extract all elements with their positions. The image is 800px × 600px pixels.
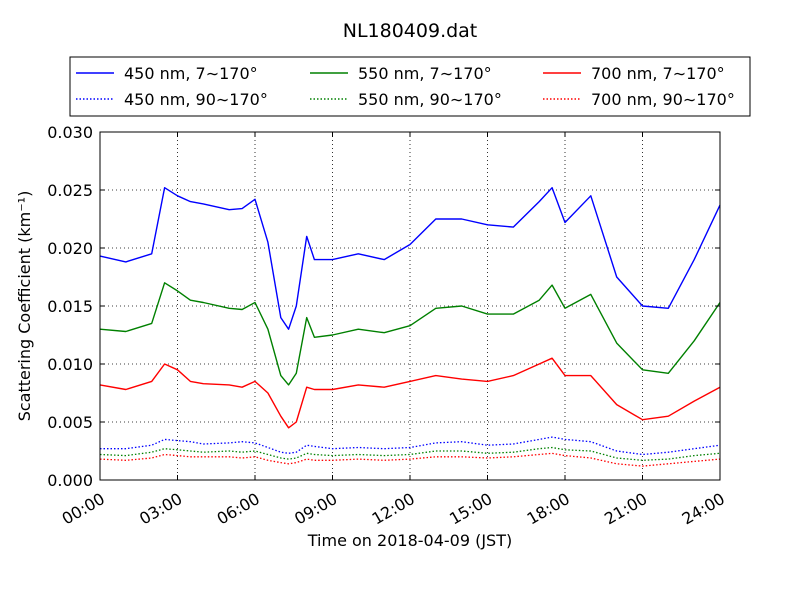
y-axis-label: Scattering Coefficient (km⁻¹) <box>15 191 34 422</box>
x-tick-label: 03:00 <box>136 489 185 529</box>
x-tick-label: 12:00 <box>369 489 418 529</box>
x-tick-label: 09:00 <box>291 489 340 529</box>
series-line-0 <box>99 187 721 330</box>
legend-box <box>69 56 751 117</box>
series-line-5 <box>99 452 721 467</box>
legend-label-0: 450 nm, 7∼170° <box>124 64 258 83</box>
x-tick-label: 06:00 <box>214 489 263 529</box>
x-axis-label: Time on 2018-04-09 (JST) <box>307 531 512 550</box>
series-line-3 <box>99 446 721 461</box>
y-tick-label: 0.000 <box>47 471 93 490</box>
series-line-1 <box>100 436 721 456</box>
y-tick-label: 0.010 <box>47 355 93 374</box>
x-tick-label: 18:00 <box>524 489 573 529</box>
series-line-2 <box>99 282 721 386</box>
axis-ticks: 00:00 03:00 06:00 09:00 12:00 15:00 18:00 21:00… <box>47 123 728 529</box>
legend-label-3: 550 nm, 90∼170° <box>358 90 502 109</box>
legend: 450 nm, 7∼170° 550 nm, 7∼170° 700 nm, 7∼17… <box>69 56 751 117</box>
legend-label-4: 700 nm, 7∼170° <box>591 64 725 83</box>
x-tick-label: 15:00 <box>446 489 495 529</box>
y-tick-label: 0.020 <box>47 239 93 258</box>
y-tick-label: 0.005 <box>47 413 93 432</box>
grid <box>100 132 720 480</box>
series-line-4 <box>99 357 721 429</box>
legend-label-5: 700 nm, 90∼170° <box>591 90 735 109</box>
legend-label-2: 550 nm, 7∼170° <box>358 64 492 83</box>
x-tick-label: 21:00 <box>601 489 650 529</box>
y-tick-label: 0.030 <box>47 123 93 142</box>
y-tick-label: 0.025 <box>47 181 93 200</box>
x-tick-label: 00:00 <box>59 489 108 529</box>
x-tick-label: 24:00 <box>679 489 728 529</box>
chart-title: NL180409.dat <box>343 20 478 42</box>
series-lines <box>99 187 721 467</box>
y-tick-label: 0.015 <box>47 297 93 316</box>
legend-label-1: 450 nm, 90∼170° <box>124 90 268 109</box>
